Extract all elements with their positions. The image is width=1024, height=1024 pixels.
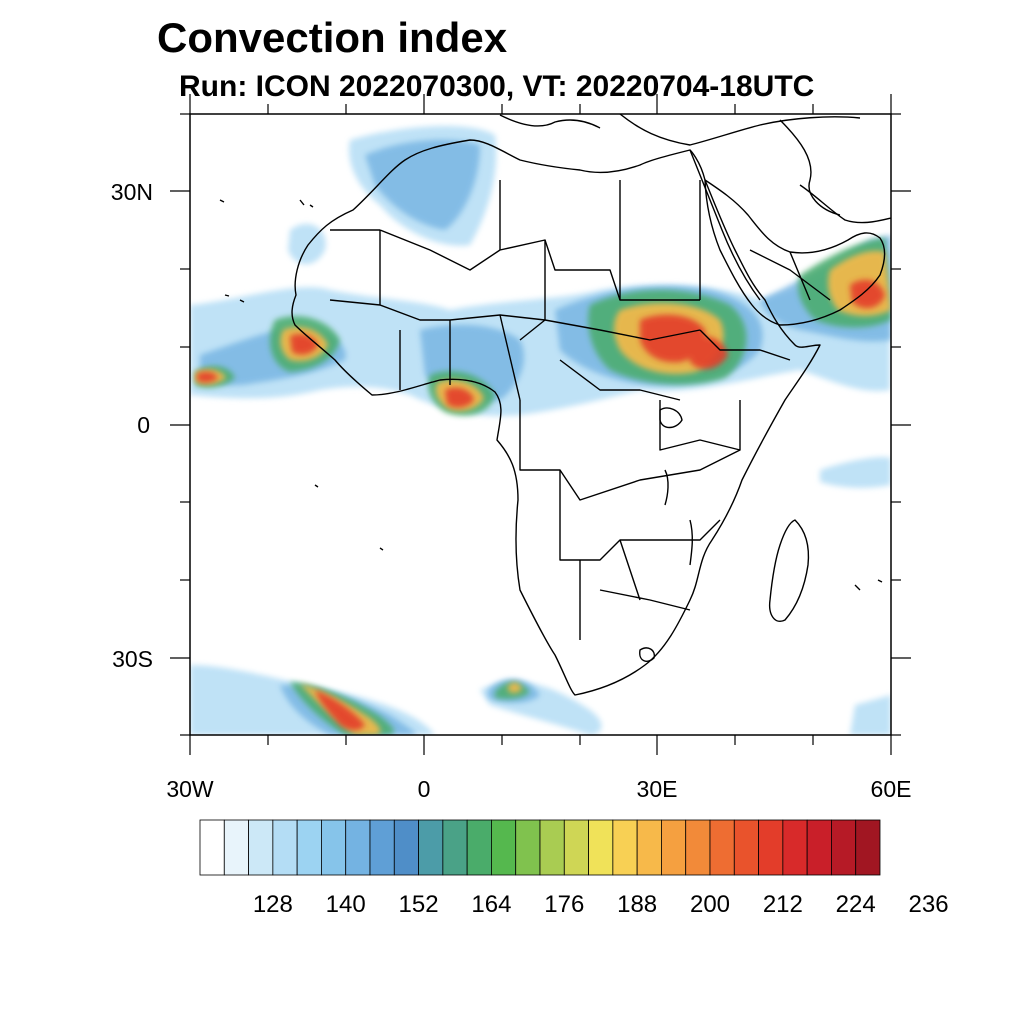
colorbar-label: 224 bbox=[836, 891, 876, 918]
axis-ticks bbox=[170, 94, 911, 755]
colorbar-swatch bbox=[831, 819, 857, 876]
colorbar-swatch bbox=[539, 819, 565, 876]
lon-label-30e: 30E bbox=[637, 776, 678, 802]
lon-label-60e: 60E bbox=[871, 776, 912, 802]
lat-label-0: 0 bbox=[137, 412, 150, 438]
colorbar-label: 164 bbox=[471, 891, 511, 918]
colorbar-swatch bbox=[321, 819, 347, 876]
colorbar-swatch bbox=[296, 819, 322, 876]
lon-label-0: 0 bbox=[418, 776, 431, 802]
colorbar bbox=[199, 819, 881, 876]
colorbar-label: 200 bbox=[690, 891, 730, 918]
colorbar-label: 212 bbox=[763, 891, 803, 918]
colorbar-swatch bbox=[223, 819, 249, 876]
colorbar-label: 140 bbox=[326, 891, 366, 918]
colorbar-swatch bbox=[491, 819, 517, 876]
colorbar-swatch bbox=[515, 819, 541, 876]
colorbar-swatch bbox=[758, 819, 784, 876]
colorbar-swatch bbox=[806, 819, 832, 876]
map-subtitle: Run: ICON 2022070300, VT: 20220704-18UTC bbox=[179, 70, 815, 103]
colorbar-swatch bbox=[466, 819, 492, 876]
colorbar-swatch bbox=[369, 819, 395, 876]
colorbar-swatch bbox=[855, 819, 881, 876]
colorbar-label: 176 bbox=[544, 891, 584, 918]
colorbar-swatch bbox=[733, 819, 759, 876]
colorbar-swatch bbox=[393, 819, 419, 876]
lon-label-30w: 30W bbox=[166, 776, 214, 802]
colorbar-label: 188 bbox=[617, 891, 657, 918]
convection-field bbox=[190, 125, 891, 735]
colorbar-swatch bbox=[563, 819, 589, 876]
colorbar-label: 236 bbox=[909, 891, 949, 918]
colorbar-swatch bbox=[685, 819, 711, 876]
colorbar-swatch bbox=[612, 819, 638, 876]
colorbar-swatch bbox=[248, 819, 274, 876]
colorbar-swatch bbox=[661, 819, 687, 876]
coastlines bbox=[219, 114, 891, 696]
plot-frame bbox=[189, 113, 892, 736]
colorbar-swatch bbox=[782, 819, 808, 876]
colorbar-labels: 128 140 152 164 176 188 200 212 224 236 bbox=[253, 891, 949, 918]
colorbar-swatch bbox=[636, 819, 662, 876]
colorbar-swatch bbox=[345, 819, 371, 876]
colorbar-swatch bbox=[709, 819, 735, 876]
colorbar-swatch bbox=[588, 819, 614, 876]
lat-label-30n: 30N bbox=[111, 179, 153, 205]
colorbar-swatch bbox=[199, 819, 225, 876]
colorbar-swatch bbox=[272, 819, 298, 876]
colorbar-label: 128 bbox=[253, 891, 293, 918]
colorbar-swatch bbox=[418, 819, 444, 876]
lat-label-30s: 30S bbox=[112, 646, 153, 672]
colorbar-label: 152 bbox=[399, 891, 439, 918]
colorbar-swatch bbox=[442, 819, 468, 876]
map-title: Convection index bbox=[157, 14, 508, 61]
